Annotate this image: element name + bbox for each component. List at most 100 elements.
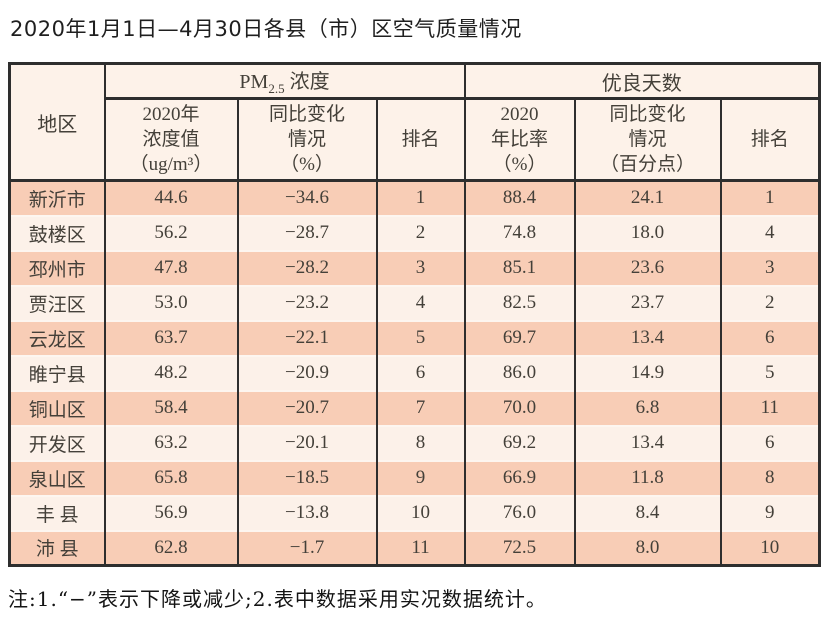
value-cell: 23.7 — [573, 284, 722, 321]
value-cell: 6 — [719, 319, 821, 356]
value-cell: 5 — [719, 354, 821, 391]
table-row: 云龙区 63.7 −22.1 5 69.7 13.4 6 — [8, 319, 821, 356]
value-cell: −22.1 — [236, 319, 378, 356]
value-cell: 85.1 — [463, 249, 576, 286]
header-line: （%） — [280, 154, 334, 176]
region-cell: 铜山区 — [8, 389, 106, 426]
pm25-label: PM — [239, 71, 269, 93]
column-header-rank-good-days: 排名 — [719, 98, 821, 182]
header-line: （ug/m³） — [129, 154, 213, 176]
column-group-pm25: PM2.5 浓度 — [103, 63, 466, 100]
column-header-ratio: 2020 年比率 （%） — [463, 98, 576, 182]
value-cell: 56.9 — [103, 494, 239, 531]
value-cell: 2 — [375, 214, 466, 251]
value-cell: 7 — [375, 389, 466, 426]
column-header-region: 地区 — [8, 63, 106, 182]
value-cell: −23.2 — [236, 284, 378, 321]
header-group-row: 地区 PM2.5 浓度 优良天数 — [8, 63, 821, 182]
table-row: 泉山区 65.8 −18.5 9 66.9 11.8 8 — [8, 459, 821, 496]
table-row: 开发区 63.2 −20.1 8 69.2 13.4 6 — [8, 424, 821, 461]
header-line: （百分点） — [599, 154, 695, 176]
column-group-good-days: 优良天数 — [463, 63, 821, 100]
region-cell: 新沂市 — [8, 179, 106, 216]
value-cell: 62.8 — [103, 529, 239, 566]
value-cell: 1 — [719, 179, 821, 216]
header-line: 2020年 — [142, 103, 200, 125]
page-title: 2020年1月1日—4月30日各县（市）区空气质量情况 — [10, 17, 522, 41]
value-cell: 9 — [719, 494, 821, 531]
header-line: 年比率 — [490, 128, 548, 150]
value-cell: −20.9 — [236, 354, 378, 391]
value-cell: −28.2 — [236, 249, 378, 286]
value-cell: −34.6 — [236, 179, 378, 216]
table-row: 铜山区 58.4 −20.7 7 70.0 6.8 11 — [8, 389, 821, 426]
foot-note: 注:1.“−”表示下降或减少;2.表中数据采用实况数据统计。 — [8, 587, 547, 611]
table-row: 邳州市 47.8 −28.2 3 85.1 23.6 3 — [8, 249, 821, 286]
value-cell: −28.7 — [236, 214, 378, 251]
value-cell: 63.2 — [103, 424, 239, 461]
region-cell: 鼓楼区 — [8, 214, 106, 251]
value-cell: 82.5 — [463, 284, 576, 321]
region-cell: 开发区 — [8, 424, 106, 461]
header-line: 情况 — [287, 128, 326, 150]
value-cell: 8.4 — [573, 494, 722, 531]
value-cell: 18.0 — [573, 214, 722, 251]
value-cell: 56.2 — [103, 214, 239, 251]
value-cell: 76.0 — [463, 494, 576, 531]
value-cell: 3 — [375, 249, 466, 286]
table-body: 新沂市 44.6 −34.6 1 88.4 24.1 1 鼓楼区 56.2 −28.7 2 74.8 1… — [8, 179, 821, 566]
pm25-subscript: 2.5 — [268, 81, 285, 96]
table-row: 丰 县 56.9 −13.8 10 76.0 8.4 9 — [8, 494, 821, 531]
value-cell: −18.5 — [236, 459, 378, 496]
table-row: 贾汪区 53.0 −23.2 4 82.5 23.7 2 — [8, 284, 821, 321]
value-cell: 24.1 — [573, 179, 722, 216]
value-cell: 5 — [375, 319, 466, 356]
value-cell: 1 — [375, 179, 466, 216]
value-cell: 65.8 — [103, 459, 239, 496]
table-row: 沛 县 62.8 −1.7 11 72.5 8.0 10 — [8, 529, 821, 566]
table-row: 新沂市 44.6 −34.6 1 88.4 24.1 1 — [8, 179, 821, 216]
column-header-concentration-change: 同比变化 情况 （%） — [236, 98, 378, 182]
value-cell: 72.5 — [463, 529, 576, 566]
value-cell: 48.2 — [103, 354, 239, 391]
region-cell: 云龙区 — [8, 319, 106, 356]
value-cell: 66.9 — [463, 459, 576, 496]
air-quality-table: 地区 PM2.5 浓度 优良天数 2020年 浓度值 （ug/m³） 同比变化 … — [8, 62, 821, 567]
value-cell: 9 — [375, 459, 466, 496]
value-cell: 6 — [719, 424, 821, 461]
value-cell: 11 — [375, 529, 466, 566]
table-row: 鼓楼区 56.2 −28.7 2 74.8 18.0 4 — [8, 214, 821, 251]
value-cell: −13.8 — [236, 494, 378, 531]
value-cell: 8 — [719, 459, 821, 496]
value-cell: 74.8 — [463, 214, 576, 251]
table-row: 睢宁县 48.2 −20.9 6 86.0 14.9 5 — [8, 354, 821, 391]
value-cell: 44.6 — [103, 179, 239, 216]
region-cell: 睢宁县 — [8, 354, 106, 391]
value-cell: 63.7 — [103, 319, 239, 356]
value-cell: 10 — [375, 494, 466, 531]
pm25-label-rest: 浓度 — [284, 71, 330, 93]
value-cell: 11.8 — [573, 459, 722, 496]
value-cell: 69.7 — [463, 319, 576, 356]
value-cell: −20.7 — [236, 389, 378, 426]
value-cell: −20.1 — [236, 424, 378, 461]
value-cell: 88.4 — [463, 179, 576, 216]
value-cell: 10 — [719, 529, 821, 566]
header-line: 2020 — [500, 103, 539, 125]
value-cell: 14.9 — [573, 354, 722, 391]
value-cell: 86.0 — [463, 354, 576, 391]
region-cell: 丰 县 — [8, 494, 106, 531]
region-cell: 邳州市 — [8, 249, 106, 286]
header-line: （%） — [492, 154, 547, 176]
value-cell: 6.8 — [573, 389, 722, 426]
value-cell: 47.8 — [103, 249, 239, 286]
column-header-ratio-change: 同比变化 情况 （百分点） — [573, 98, 722, 182]
value-cell: 4 — [375, 284, 466, 321]
header-line: 情况 — [628, 128, 667, 150]
value-cell: 11 — [719, 389, 821, 426]
header-line: 浓度值 — [142, 128, 200, 150]
region-cell: 沛 县 — [8, 529, 106, 566]
value-cell: −1.7 — [236, 529, 378, 566]
region-cell: 贾汪区 — [8, 284, 106, 321]
value-cell: 8.0 — [573, 529, 722, 566]
